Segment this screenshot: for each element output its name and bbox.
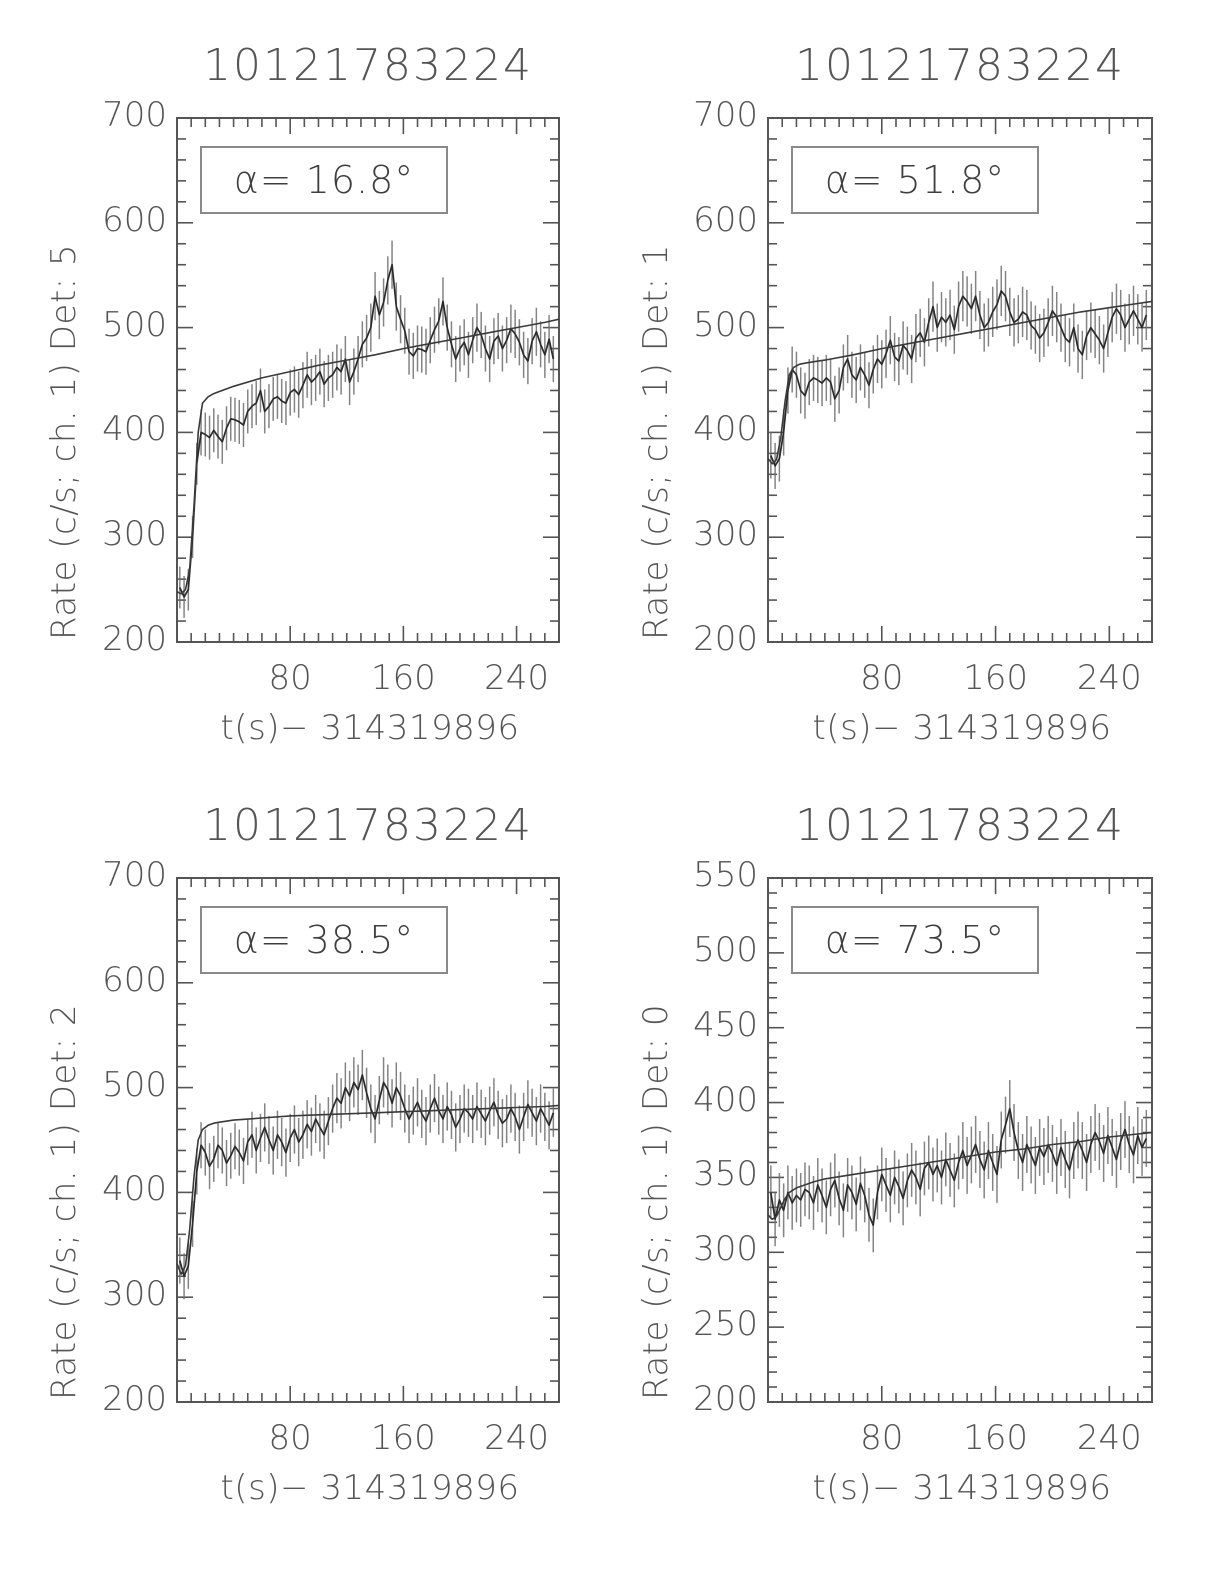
- x-tick-label-det2: 160: [370, 1418, 436, 1458]
- x-tick-label-det5: 80: [268, 658, 312, 698]
- alpha-annotation-det5: α= 16.8°: [200, 146, 448, 214]
- panel-title-det1: 10121783224: [795, 40, 1125, 91]
- x-tick-label-det1: 160: [963, 658, 1028, 698]
- y-tick-label-det1: 400: [693, 409, 758, 450]
- x-tick-label-det0: 160: [963, 1418, 1028, 1458]
- y-tick-label-det2: 300: [102, 1274, 167, 1315]
- y-tick-label-det2: 200: [102, 1379, 167, 1419]
- y-tick-label-det1: 700: [693, 95, 758, 135]
- data-curve-det5: [179, 263, 555, 598]
- x-tick-label-det5: 160: [370, 658, 436, 698]
- alpha-annotation-det2: α= 38.5°: [200, 906, 448, 974]
- y-tick-label-det1: 500: [693, 304, 758, 345]
- model-curve-det5: [176, 318, 560, 595]
- x-tick-label-det1: 240: [1076, 658, 1142, 698]
- x-axis-label-det1: t(s)− 314319896: [812, 708, 1112, 748]
- plot-frame-det1: [767, 117, 1153, 643]
- plot-frame-det5: [176, 117, 560, 643]
- y-tick-label-det0: 550: [693, 855, 758, 895]
- x-tick-label-det0: 80: [860, 1418, 904, 1458]
- y-tick-label-det2: 500: [102, 1064, 167, 1105]
- panel-title-det0: 10121783224: [795, 800, 1125, 851]
- y-tick-label-det0: 200: [693, 1379, 758, 1419]
- x-tick-label-det2: 80: [268, 1418, 312, 1458]
- y-tick-label-det0: 400: [693, 1079, 758, 1120]
- alpha-annotation-det0: α= 73.5°: [791, 906, 1039, 974]
- y-tick-label-det2: 400: [102, 1169, 167, 1210]
- x-tick-label-det0: 240: [1076, 1418, 1142, 1458]
- panel-title-det2: 10121783224: [203, 800, 533, 851]
- y-tick-label-det1: 300: [693, 514, 758, 555]
- alpha-annotation-det1: α= 51.8°: [791, 146, 1039, 214]
- data-curve-det0: [769, 1107, 1148, 1227]
- y-tick-label-det5: 400: [102, 409, 167, 450]
- y-tick-label-det0: 450: [693, 1004, 758, 1045]
- y-tick-label-det1: 200: [693, 619, 758, 659]
- x-tick-label-det2: 240: [484, 1418, 549, 1458]
- y-tick-label-det5: 200: [102, 619, 167, 659]
- x-axis-label-det0: t(s)− 314319896: [812, 1468, 1112, 1508]
- model-curve-det2: [176, 1104, 560, 1275]
- plot-frame-det0: [767, 877, 1153, 1403]
- data-curve-det1: [770, 290, 1148, 467]
- model-curve-det0: [767, 1131, 1153, 1221]
- y-tick-label-det5: 700: [102, 95, 167, 135]
- y-tick-label-det5: 600: [102, 199, 167, 240]
- x-axis-label-det2: t(s)− 314319896: [220, 1468, 520, 1508]
- y-tick-label-det5: 300: [102, 514, 167, 555]
- panel-title-det5: 10121783224: [203, 40, 533, 91]
- plot-frame-det2: [176, 877, 560, 1403]
- x-axis-label-det5: t(s)− 314319896: [220, 708, 520, 748]
- y-tick-label-det0: 500: [693, 929, 758, 970]
- y-tick-label-det1: 600: [693, 199, 758, 240]
- y-tick-label-det0: 350: [693, 1154, 758, 1195]
- y-tick-label-det0: 250: [693, 1304, 758, 1345]
- y-tick-label-det0: 300: [693, 1229, 758, 1270]
- model-curve-det1: [767, 300, 1153, 465]
- y-tick-label-det5: 500: [102, 304, 167, 345]
- y-tick-label-det2: 600: [102, 959, 167, 1000]
- y-tick-label-det2: 700: [102, 855, 167, 895]
- x-tick-label-det5: 240: [484, 658, 549, 698]
- x-tick-label-det1: 80: [860, 658, 904, 698]
